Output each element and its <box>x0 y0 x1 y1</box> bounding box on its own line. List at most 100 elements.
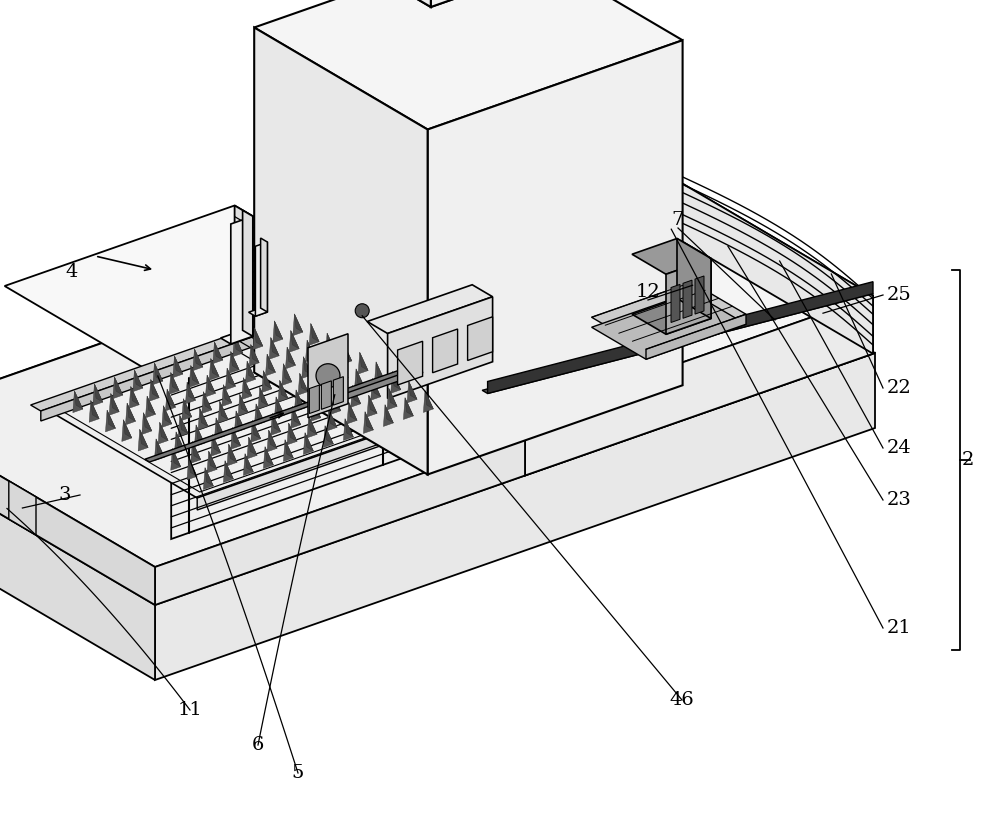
Polygon shape <box>160 422 168 441</box>
Polygon shape <box>251 344 259 363</box>
Polygon shape <box>285 347 295 369</box>
Polygon shape <box>227 368 235 386</box>
Polygon shape <box>191 441 201 463</box>
Polygon shape <box>162 405 172 427</box>
Polygon shape <box>173 356 183 378</box>
Polygon shape <box>677 238 711 319</box>
Polygon shape <box>155 428 875 680</box>
Polygon shape <box>327 409 337 431</box>
Text: 23: 23 <box>887 491 912 509</box>
Polygon shape <box>267 144 873 417</box>
Polygon shape <box>322 349 332 371</box>
Polygon shape <box>189 458 197 477</box>
Polygon shape <box>222 385 232 406</box>
Polygon shape <box>367 285 493 334</box>
Polygon shape <box>234 411 244 433</box>
Polygon shape <box>154 439 164 461</box>
Polygon shape <box>283 440 293 461</box>
Text: 11: 11 <box>178 701 202 719</box>
Polygon shape <box>155 353 875 680</box>
Polygon shape <box>409 381 417 400</box>
Polygon shape <box>482 290 873 394</box>
Polygon shape <box>243 454 253 476</box>
Polygon shape <box>5 206 401 384</box>
Polygon shape <box>313 366 423 407</box>
Text: 5: 5 <box>292 764 304 782</box>
Polygon shape <box>252 421 261 439</box>
Polygon shape <box>191 365 199 384</box>
Polygon shape <box>107 410 115 428</box>
Polygon shape <box>321 381 331 410</box>
Text: 46: 46 <box>670 691 694 709</box>
Polygon shape <box>249 437 257 456</box>
Polygon shape <box>142 413 152 435</box>
Polygon shape <box>309 416 317 435</box>
Polygon shape <box>212 435 221 453</box>
Polygon shape <box>271 414 281 436</box>
Polygon shape <box>666 258 711 334</box>
Polygon shape <box>149 380 159 401</box>
Polygon shape <box>305 340 315 362</box>
Polygon shape <box>254 0 683 130</box>
Polygon shape <box>468 317 493 360</box>
Polygon shape <box>171 303 401 539</box>
Polygon shape <box>343 419 353 441</box>
Polygon shape <box>154 363 163 381</box>
Polygon shape <box>388 297 493 399</box>
Polygon shape <box>231 351 239 370</box>
Polygon shape <box>269 430 277 448</box>
Polygon shape <box>147 396 155 415</box>
Polygon shape <box>113 377 123 399</box>
Polygon shape <box>245 361 255 383</box>
Polygon shape <box>307 416 317 438</box>
Polygon shape <box>229 351 239 373</box>
Text: 6: 6 <box>252 736 264 754</box>
Polygon shape <box>234 335 243 353</box>
Polygon shape <box>242 378 252 400</box>
Polygon shape <box>425 390 433 409</box>
Polygon shape <box>300 374 308 391</box>
Polygon shape <box>331 392 341 415</box>
Polygon shape <box>140 430 148 447</box>
Polygon shape <box>243 378 252 396</box>
Polygon shape <box>73 391 83 413</box>
Polygon shape <box>223 385 232 403</box>
Polygon shape <box>245 454 253 472</box>
Polygon shape <box>267 266 525 476</box>
Polygon shape <box>231 217 253 344</box>
Polygon shape <box>218 401 228 423</box>
Polygon shape <box>428 40 683 475</box>
Polygon shape <box>214 342 223 360</box>
Polygon shape <box>153 363 163 385</box>
Polygon shape <box>316 383 324 401</box>
Polygon shape <box>238 395 248 416</box>
Polygon shape <box>123 420 132 438</box>
Polygon shape <box>423 390 433 412</box>
Polygon shape <box>695 276 704 314</box>
Polygon shape <box>371 379 381 400</box>
Polygon shape <box>391 371 401 393</box>
Polygon shape <box>163 405 172 424</box>
Polygon shape <box>209 359 219 380</box>
Polygon shape <box>197 407 457 510</box>
Polygon shape <box>363 411 373 433</box>
Polygon shape <box>352 385 361 404</box>
Polygon shape <box>194 425 204 446</box>
Polygon shape <box>138 430 148 451</box>
Polygon shape <box>93 384 103 405</box>
Polygon shape <box>289 423 297 441</box>
Polygon shape <box>198 408 208 430</box>
Polygon shape <box>340 359 348 378</box>
Polygon shape <box>131 386 139 405</box>
Polygon shape <box>0 429 155 680</box>
Polygon shape <box>314 383 324 405</box>
Polygon shape <box>260 387 268 405</box>
Polygon shape <box>267 354 275 372</box>
Polygon shape <box>249 308 267 316</box>
Polygon shape <box>165 389 175 410</box>
Polygon shape <box>187 382 195 400</box>
Polygon shape <box>632 298 711 334</box>
Polygon shape <box>592 293 746 359</box>
Polygon shape <box>253 328 263 349</box>
Polygon shape <box>592 283 746 349</box>
